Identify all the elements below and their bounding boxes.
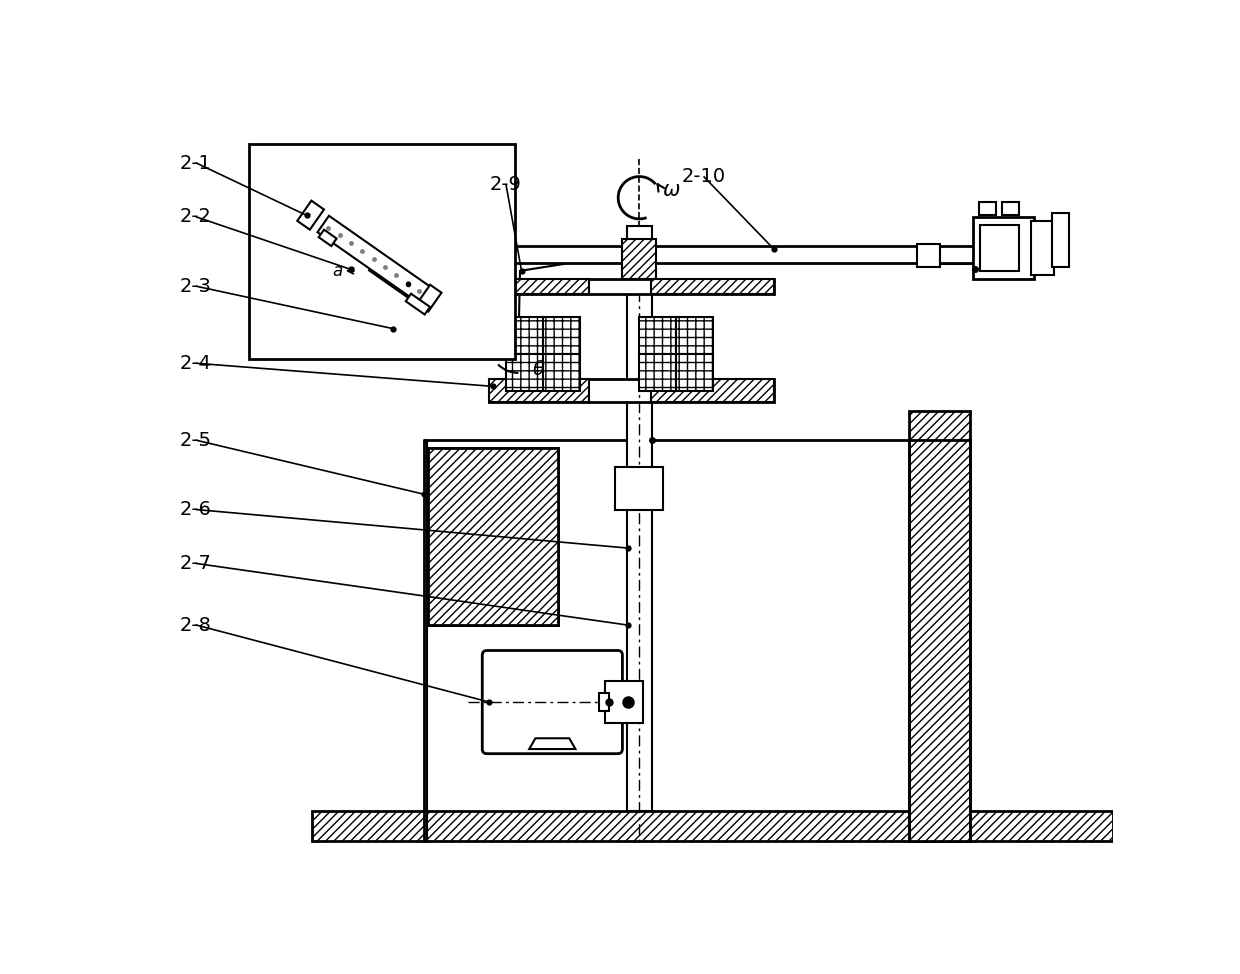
Polygon shape [317, 216, 430, 303]
Text: 2-7: 2-7 [180, 554, 212, 573]
Text: 2-3: 2-3 [180, 277, 212, 296]
Bar [506, 318, 543, 354]
Bar [490, 279, 589, 294]
Bar [1052, 213, 1069, 267]
Text: 2-10: 2-10 [682, 168, 725, 186]
Bar [428, 448, 558, 625]
Bar [249, 144, 515, 359]
Bar [676, 354, 713, 391]
Bar [599, 693, 609, 711]
Text: 2-6: 2-6 [180, 500, 212, 519]
Polygon shape [298, 201, 324, 230]
Text: 2-9: 2-9 [490, 175, 521, 194]
Text: 2-8: 2-8 [180, 616, 212, 635]
Bar [909, 411, 971, 841]
Bar [428, 448, 558, 625]
Text: 2-2: 2-2 [180, 207, 212, 227]
Bar [1030, 221, 1054, 275]
Bar [1002, 202, 1019, 215]
Bar [978, 202, 996, 215]
Text: $\theta$: $\theta$ [532, 359, 546, 379]
Bar [490, 379, 589, 402]
Bar [618, 697, 624, 707]
Bar [676, 318, 713, 354]
Bar [543, 354, 580, 391]
Bar [981, 225, 1019, 271]
Bar [543, 318, 580, 354]
Bar [506, 354, 543, 391]
Polygon shape [319, 230, 336, 246]
Polygon shape [370, 261, 417, 299]
Bar [651, 379, 774, 402]
Text: $a$: $a$ [332, 262, 343, 280]
Bar [605, 681, 644, 723]
Bar [615, 468, 663, 509]
FancyBboxPatch shape [482, 651, 622, 754]
Bar [490, 379, 774, 402]
Bar [640, 354, 676, 391]
Bar [511, 246, 1055, 263]
Bar [490, 279, 774, 294]
Polygon shape [405, 294, 430, 315]
Text: 2-1: 2-1 [180, 154, 212, 172]
Bar [622, 239, 656, 279]
Polygon shape [417, 284, 441, 312]
Text: $\omega$: $\omega$ [662, 180, 681, 200]
Text: 2-4: 2-4 [180, 354, 212, 373]
Bar [640, 318, 676, 354]
Bar [972, 217, 1034, 279]
Text: 2-5: 2-5 [180, 431, 212, 450]
Bar [651, 279, 774, 294]
Bar [916, 244, 940, 267]
Bar [312, 811, 1112, 841]
Polygon shape [529, 738, 575, 749]
Bar [627, 226, 652, 811]
